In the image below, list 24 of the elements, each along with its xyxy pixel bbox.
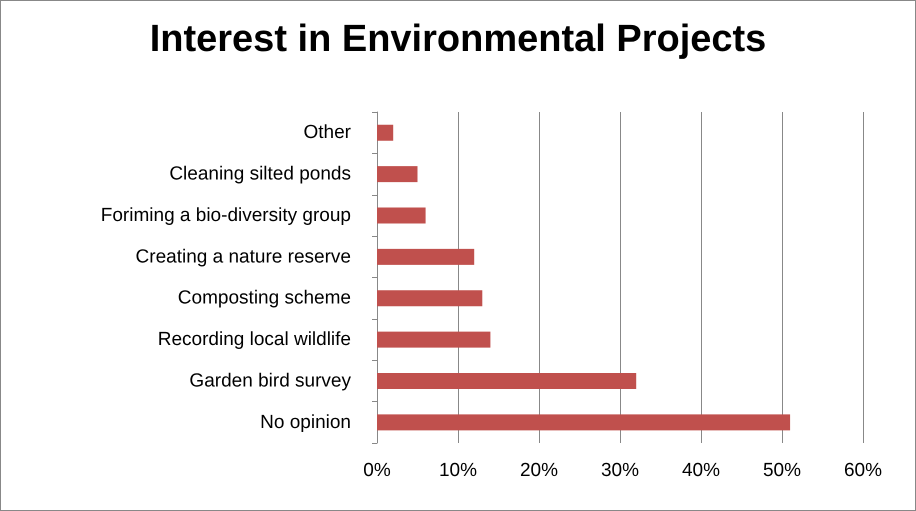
bar	[377, 166, 418, 182]
bar	[377, 290, 482, 306]
bar	[377, 124, 394, 141]
x-tick-label: 10%	[438, 460, 478, 481]
chart-title: Interest in Environmental Projects	[150, 18, 766, 60]
x-tick-label: 50%	[762, 460, 802, 481]
y-tick-label: No opinion	[260, 412, 351, 433]
y-tick-label: Cleaning silted ponds	[169, 164, 351, 185]
x-tick-label: 20%	[520, 460, 558, 481]
x-tick-label: 60%	[844, 460, 882, 481]
y-tick-label: Foriming a bio-diversity group	[100, 204, 351, 226]
x-tick-label: 40%	[682, 460, 720, 481]
y-tick-label: Composting scheme	[178, 288, 351, 309]
bar	[377, 248, 474, 265]
y-tick-label: Garden bird survey	[189, 370, 352, 392]
bar	[377, 207, 426, 224]
x-tick-label: 0%	[363, 460, 391, 481]
x-tick-label: 30%	[600, 460, 640, 481]
y-tick-label: Other	[303, 122, 352, 144]
y-tick-label: Creating a nature reserve	[136, 246, 351, 268]
y-tick-label: Recording local wildlife	[158, 329, 351, 350]
bar	[377, 332, 490, 348]
bar	[377, 414, 790, 430]
bar	[377, 372, 636, 389]
